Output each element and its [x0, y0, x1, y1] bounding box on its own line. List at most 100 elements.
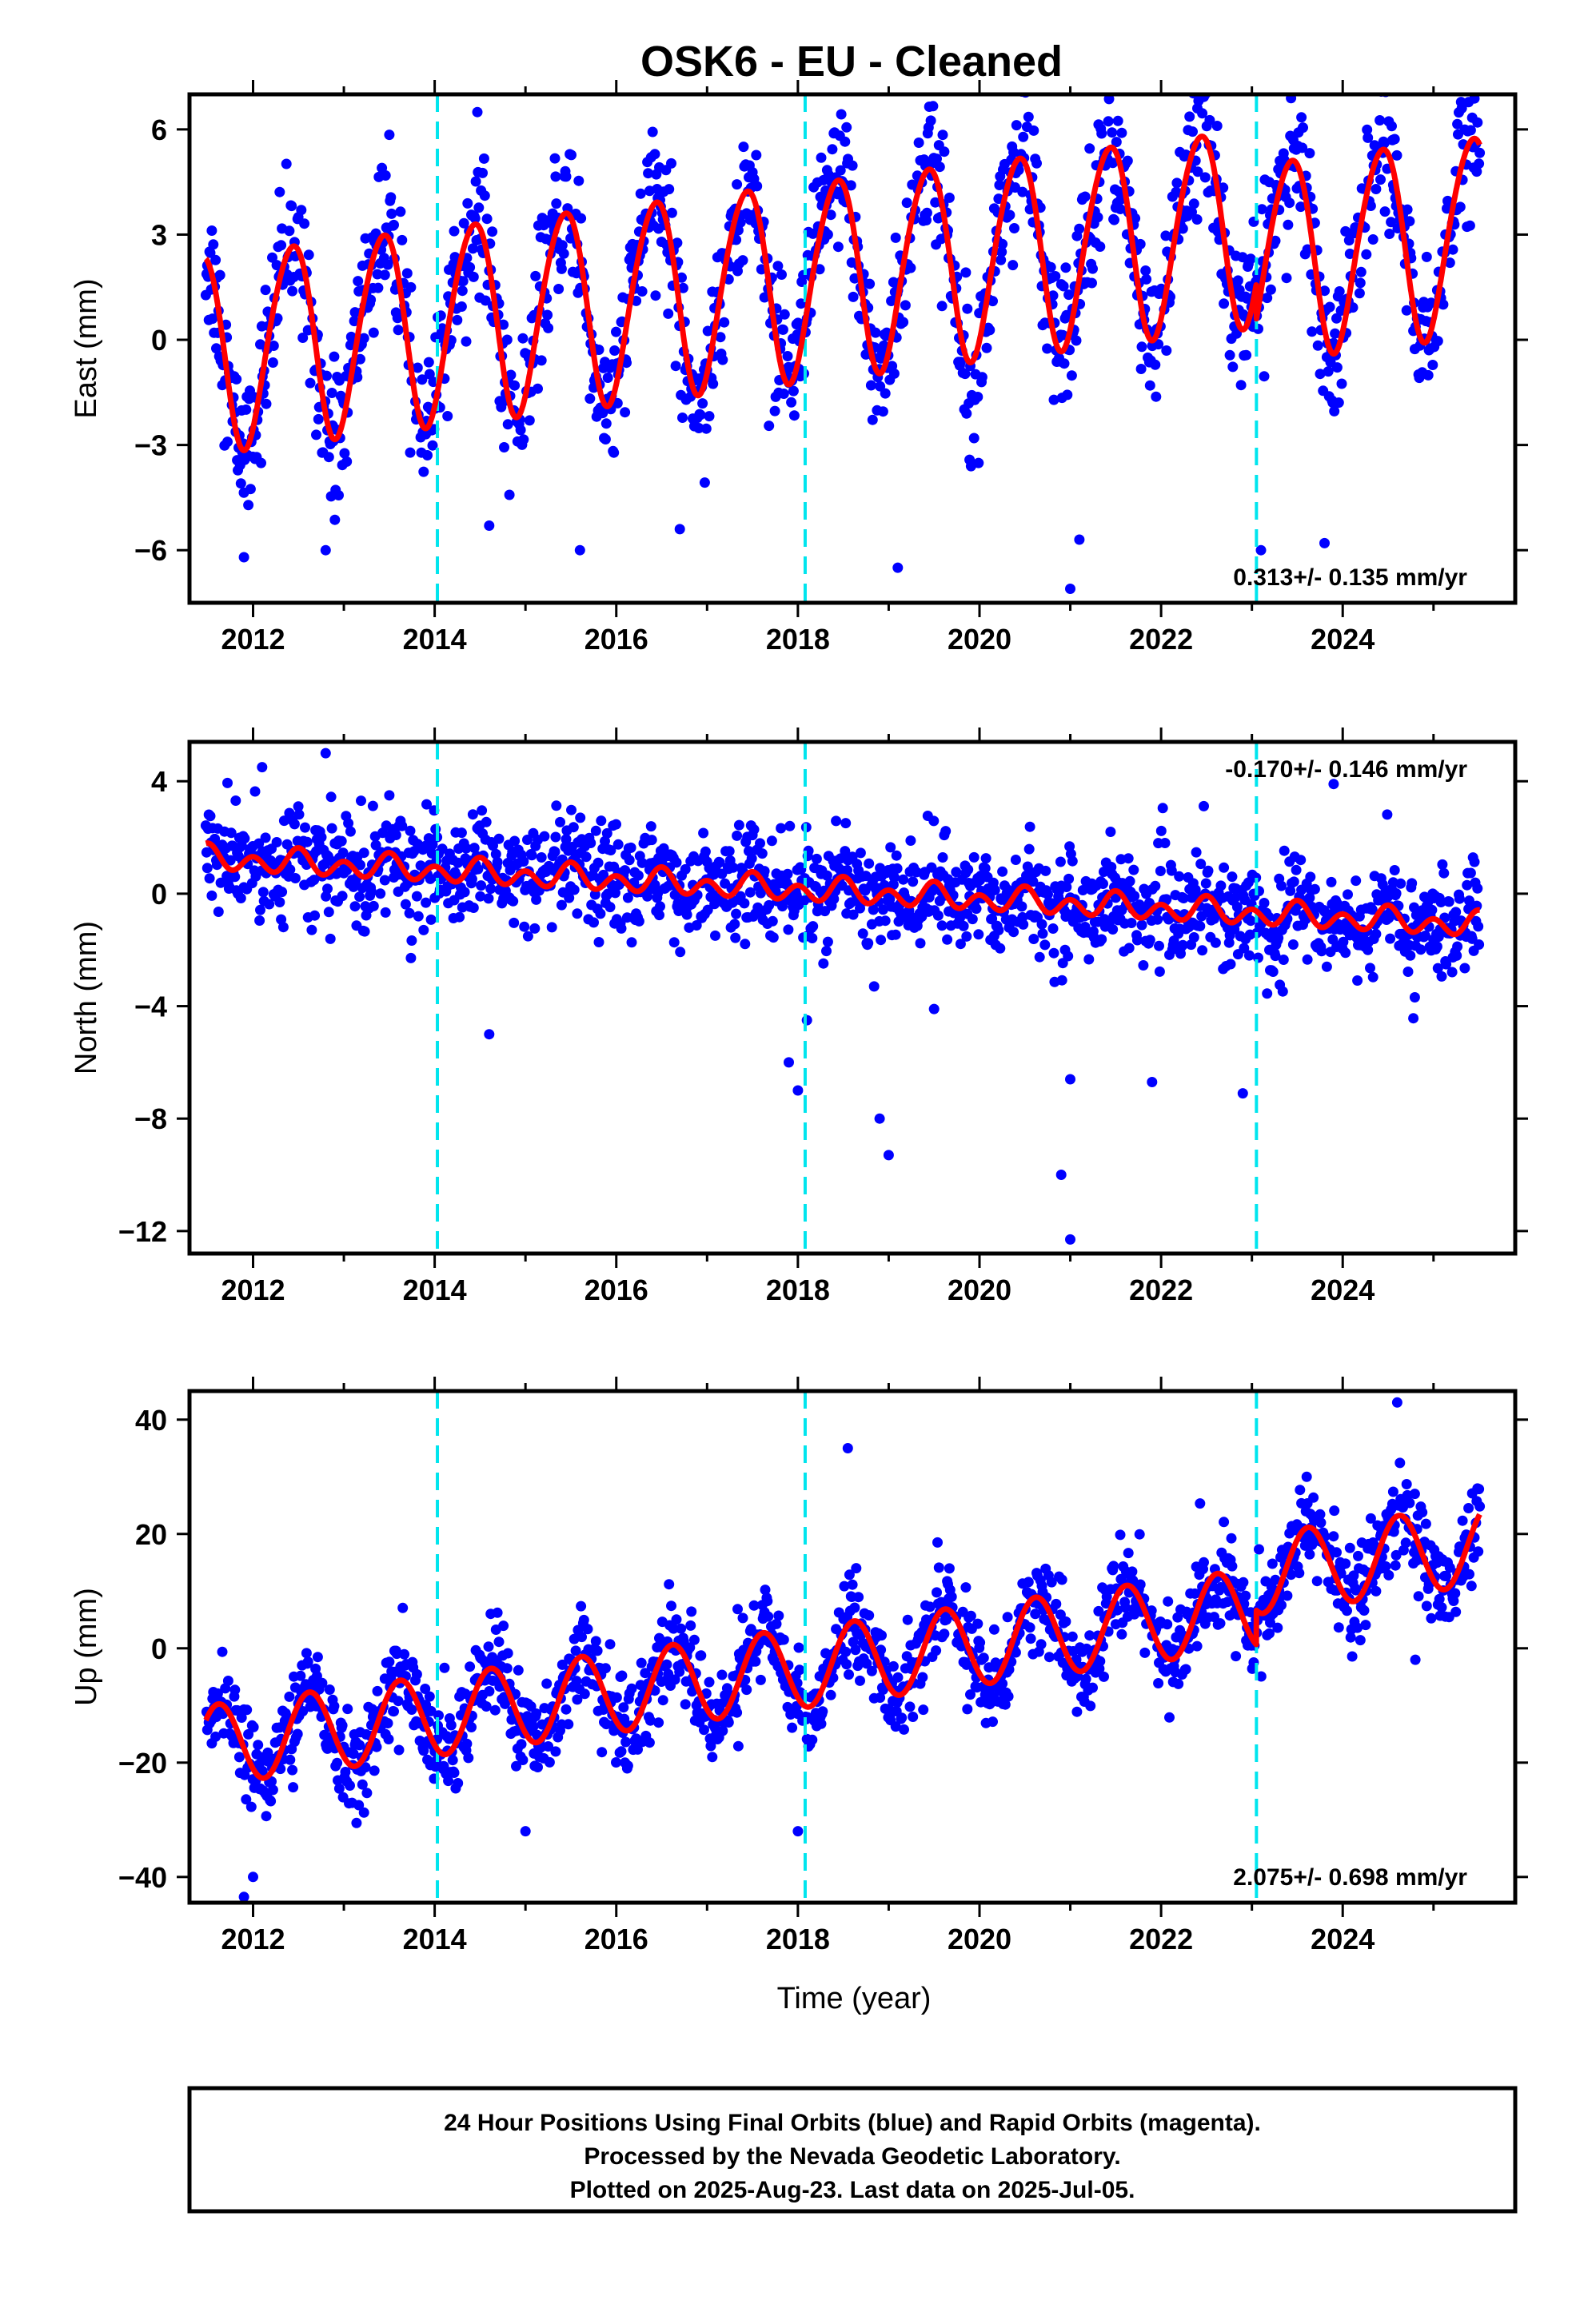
- east-data-point: [303, 249, 314, 261]
- up-data-point: [1333, 1622, 1344, 1633]
- north-data-point: [868, 981, 880, 992]
- east-data-point: [1087, 277, 1097, 289]
- north-data-point: [529, 923, 541, 934]
- north-data-point: [864, 858, 875, 869]
- up-data-point: [1087, 1682, 1098, 1693]
- east-data-point: [1047, 290, 1059, 301]
- north-data-point: [239, 833, 250, 844]
- east-data-point: [1427, 360, 1438, 370]
- north-data-point: [967, 914, 978, 925]
- north-y-tick-label: −12: [118, 1215, 167, 1248]
- east-data-point: [305, 377, 316, 389]
- up-data-point: [241, 1704, 253, 1716]
- north-data-point: [1438, 867, 1450, 879]
- up-data-point: [483, 1641, 494, 1652]
- up-data-point: [1085, 1700, 1096, 1712]
- up-y-tick-label: −20: [118, 1747, 167, 1780]
- up-data-point: [644, 1737, 655, 1748]
- north-data-point: [632, 870, 644, 881]
- north-data-point: [405, 825, 416, 836]
- up-data-point: [1344, 1542, 1355, 1553]
- east-data-point: [1421, 251, 1432, 262]
- north-data-point: [325, 933, 336, 944]
- north-data-point: [260, 832, 271, 843]
- east-data-point: [600, 418, 612, 429]
- east-data-point: [996, 246, 1007, 257]
- north-data-point: [755, 838, 765, 849]
- up-data-point: [578, 1614, 589, 1625]
- east-data-point: [808, 228, 819, 239]
- east-data-point: [1224, 349, 1235, 361]
- north-data-point: [1465, 867, 1476, 879]
- north-data-point: [1452, 941, 1463, 952]
- caption-line-3: Plotted on 2025-Aug-23. Last data on 202…: [570, 2177, 1135, 2203]
- east-outlier-point: [892, 562, 904, 573]
- north-data-point: [625, 842, 636, 853]
- east-data-point: [561, 171, 572, 182]
- east-data-point: [1107, 157, 1119, 169]
- east-y-tick-label: 3: [151, 218, 167, 251]
- north-data-point: [1340, 947, 1351, 959]
- east-data-point: [267, 357, 278, 368]
- up-data-point: [1409, 1489, 1420, 1500]
- north-data-point: [1426, 904, 1438, 915]
- up-data-point: [265, 1796, 277, 1807]
- north-data-point: [1195, 921, 1206, 931]
- north-data-point: [980, 863, 991, 874]
- north-outlier-point: [801, 1015, 812, 1026]
- east-data-point: [621, 357, 632, 369]
- east-data-point: [1045, 261, 1056, 273]
- east-data-point: [888, 368, 900, 379]
- east-outlier-point: [1192, 103, 1203, 114]
- north-data-point: [1295, 855, 1307, 866]
- east-data-point: [1096, 128, 1107, 139]
- north-data-point: [322, 883, 333, 895]
- up-data-point: [851, 1563, 862, 1574]
- up-data-point: [1162, 1619, 1173, 1630]
- up-data-point: [1024, 1622, 1035, 1633]
- east-data-point: [835, 165, 846, 176]
- east-data-point: [890, 232, 901, 243]
- north-data-point: [997, 866, 1008, 877]
- up-data-point: [351, 1817, 362, 1828]
- east-data-point: [699, 477, 710, 488]
- north-data-point: [698, 827, 709, 839]
- east-data-point: [321, 370, 332, 381]
- north-x-tick-label: 2022: [1129, 1274, 1193, 1306]
- east-data-point: [865, 380, 876, 391]
- north-x-tick-label: 2024: [1311, 1274, 1375, 1306]
- east-data-point: [1171, 177, 1183, 189]
- up-data-point: [445, 1720, 457, 1731]
- east-data-point: [267, 252, 277, 263]
- north-data-point: [549, 847, 561, 857]
- up-data-point: [361, 1788, 373, 1799]
- east-data-point: [1187, 126, 1198, 138]
- north-data-point: [940, 826, 952, 837]
- north-data-point: [1406, 878, 1418, 889]
- up-data-point: [1215, 1618, 1226, 1629]
- up-data-point: [592, 1645, 603, 1656]
- north-x-tick-label: 2018: [766, 1274, 830, 1306]
- up-data-point: [918, 1704, 929, 1716]
- east-data-point: [602, 373, 613, 383]
- north-data-point: [235, 893, 246, 903]
- north-data-point: [483, 893, 494, 904]
- north-data-point: [531, 894, 542, 905]
- north-data-point: [1277, 986, 1288, 997]
- north-data-point: [731, 908, 742, 919]
- north-data-point: [784, 820, 796, 831]
- up-data-point: [1108, 1561, 1119, 1572]
- up-data-point: [793, 1642, 804, 1653]
- east-data-point: [1071, 335, 1082, 346]
- east-data-point: [1191, 214, 1203, 225]
- east-y-tick-label: −3: [134, 429, 167, 462]
- up-data-point: [1002, 1612, 1013, 1623]
- north-data-point: [546, 922, 557, 933]
- up-y-tick-label: 40: [135, 1404, 167, 1437]
- up-data-point: [222, 1676, 233, 1686]
- up-x-tick-label: 2024: [1311, 1923, 1375, 1955]
- east-data-point: [1253, 323, 1263, 334]
- up-data-point: [229, 1684, 241, 1696]
- east-data-point: [1136, 341, 1147, 353]
- east-data-point: [822, 229, 833, 240]
